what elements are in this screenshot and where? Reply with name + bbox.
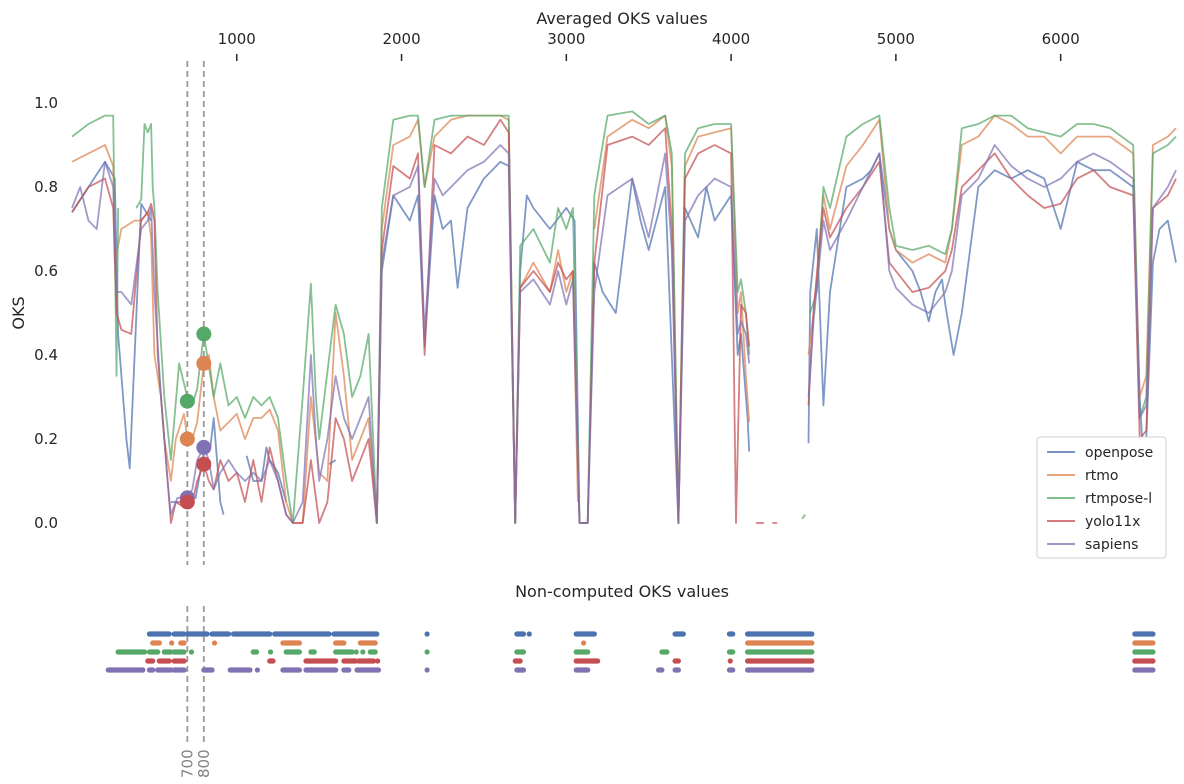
- legend: openpose rtmo rtmpose-l yolo11x sapiens: [1036, 436, 1167, 559]
- highlight-points: [179, 326, 212, 510]
- y-tick-label: 0.4: [34, 346, 58, 364]
- x-tick-label: 5000: [877, 30, 915, 48]
- y-axis: 0.0 0.2 0.4 0.6 0.8 1.0: [34, 94, 58, 532]
- highlight-point-rtmpose-l: [196, 326, 212, 342]
- top-chart-title: Averaged OKS values: [536, 9, 707, 28]
- series-line-yolo11x: [71, 118, 1177, 524]
- missing-dot-rtmo: [169, 640, 175, 646]
- legend-label-sapiens: sapiens: [1085, 537, 1138, 553]
- legend-label-yolo11x: yolo11x: [1085, 514, 1140, 530]
- missing-dot-sapiens: [424, 667, 430, 673]
- missing-dot-openpose: [526, 631, 532, 637]
- top-x-axis: 1000 2000 3000 4000 5000 6000: [218, 30, 1080, 61]
- y-tick-label: 0.0: [34, 514, 58, 532]
- x-tick-label: 4000: [712, 30, 750, 48]
- missing-dot-rtmpose-l: [188, 649, 195, 655]
- y-tick-label: 0.6: [34, 262, 58, 280]
- y-axis-label: OKS: [9, 296, 28, 329]
- highlight-point-sapiens: [196, 439, 212, 455]
- x-tick-label: 1000: [218, 30, 256, 48]
- x-tick-label: 2000: [382, 30, 420, 48]
- missing-dot-yolo11x: [375, 658, 381, 664]
- missing-dot-rtmpose-l: [360, 649, 366, 655]
- bottom-chart-title: Non-computed OKS values: [515, 582, 729, 601]
- plot-area: [71, 110, 1177, 524]
- highlight-point-rtmo: [179, 431, 195, 447]
- x-tick-label: 6000: [1042, 30, 1080, 48]
- series-line-openpose: [71, 152, 1177, 524]
- y-tick-label: 1.0: [34, 94, 58, 112]
- highlight-point-yolo11x: [196, 456, 212, 472]
- reference-lines: [186, 61, 205, 745]
- highlight-point-yolo11x: [179, 494, 195, 510]
- missing-dot-rtmo: [581, 640, 587, 646]
- legend-label-rtmpose-l: rtmpose-l: [1085, 491, 1152, 507]
- vline-label-700: 700: [178, 749, 196, 778]
- series-line-rtmpose-l: [71, 110, 1177, 524]
- non-computed-plot-area: [105, 631, 1156, 673]
- highlight-point-rtmo: [196, 355, 212, 371]
- missing-dot-rtmpose-l: [424, 649, 430, 655]
- missing-dot-rtmpose-l: [353, 649, 359, 655]
- missing-dot-rtmo: [211, 640, 218, 646]
- highlight-point-rtmpose-l: [179, 393, 195, 409]
- missing-dot-sapiens: [254, 667, 260, 673]
- legend-label-rtmo: rtmo: [1085, 468, 1118, 484]
- legend-frame: [1036, 436, 1167, 559]
- legend-label-openpose: openpose: [1085, 445, 1153, 461]
- missing-dot-rtmpose-l: [267, 649, 274, 655]
- missing-dot-openpose: [424, 631, 430, 637]
- y-tick-label: 0.8: [34, 178, 58, 196]
- vline-label-800: 800: [195, 749, 213, 778]
- x-tick-label: 3000: [547, 30, 585, 48]
- missing-dot-yolo11x: [727, 658, 733, 664]
- series-line-sapiens: [71, 144, 1177, 524]
- y-tick-label: 0.2: [34, 430, 58, 448]
